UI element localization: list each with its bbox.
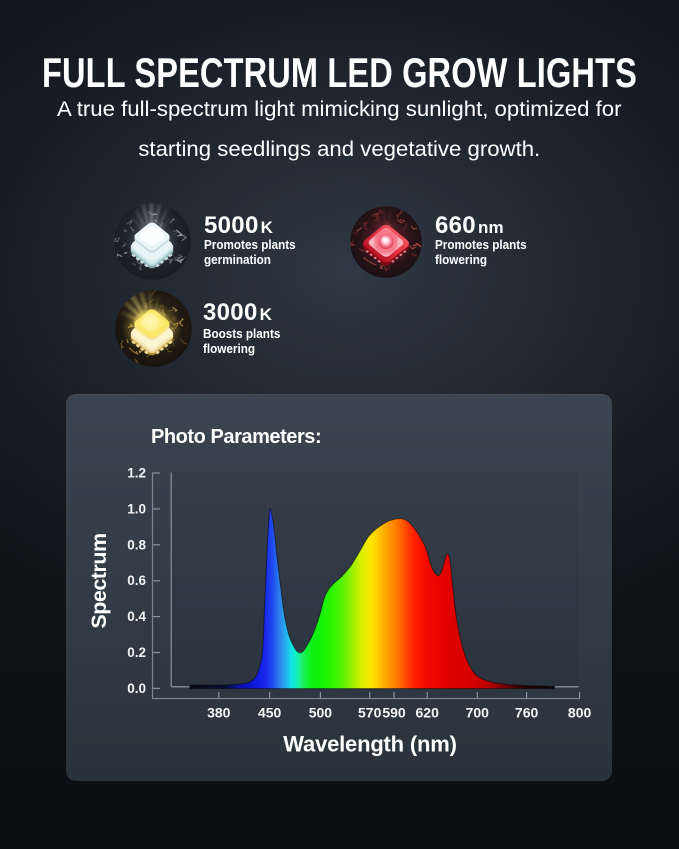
svg-text:590: 590 [382, 705, 406, 721]
svg-text:500: 500 [309, 705, 333, 721]
svg-text:570: 570 [358, 705, 382, 721]
svg-text:700: 700 [466, 705, 490, 721]
svg-text:0.4: 0.4 [127, 609, 146, 624]
svg-text:620: 620 [416, 705, 440, 721]
svg-text:1.2: 1.2 [127, 466, 146, 481]
svg-text:0.6: 0.6 [127, 573, 146, 588]
svg-text:760: 760 [515, 705, 539, 721]
svg-text:800: 800 [568, 705, 592, 721]
svg-text:0.2: 0.2 [127, 645, 146, 660]
svg-text:1.0: 1.0 [127, 501, 146, 516]
svg-text:Spectrum: Spectrum [87, 533, 111, 628]
svg-text:Wavelength (nm): Wavelength (nm) [283, 732, 456, 757]
svg-text:380: 380 [207, 705, 231, 721]
svg-text:450: 450 [258, 705, 282, 721]
svg-text:0.8: 0.8 [127, 537, 146, 552]
svg-text:0.0: 0.0 [127, 681, 146, 696]
svg-text:Photo Parameters:: Photo Parameters: [151, 426, 321, 448]
